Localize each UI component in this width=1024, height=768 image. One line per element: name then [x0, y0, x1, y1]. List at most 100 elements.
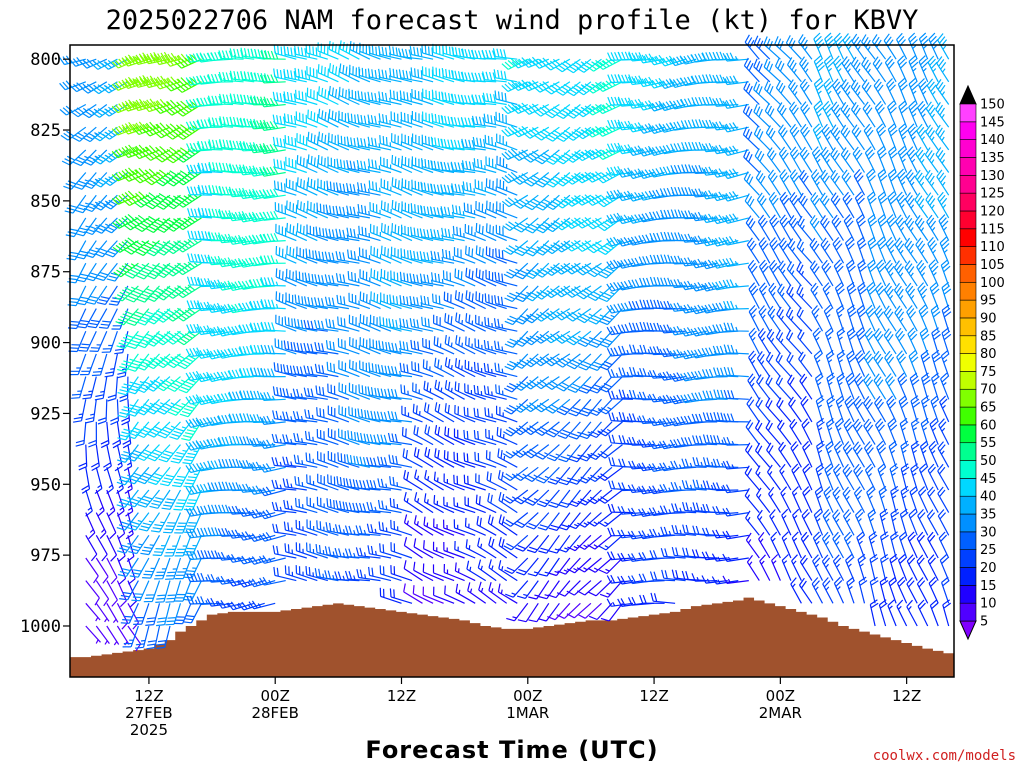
wind-barb	[889, 463, 899, 491]
wind-barb	[259, 143, 286, 155]
wind-barb	[136, 353, 160, 371]
wind-barb	[690, 211, 718, 222]
wind-barb	[229, 48, 255, 60]
wind-barb	[292, 410, 318, 423]
wind-barb	[136, 308, 160, 326]
wind-barb	[197, 230, 223, 242]
wind-barb	[606, 598, 634, 607]
wind-barb	[239, 94, 265, 106]
wind-barb	[465, 267, 486, 287]
wind-barb	[259, 233, 286, 243]
wind-barb	[843, 214, 855, 241]
wind-barb	[790, 441, 802, 468]
wind-barb	[577, 330, 602, 348]
wind-barb	[930, 395, 940, 423]
wind-barb	[585, 126, 613, 138]
wind-barb	[799, 577, 813, 604]
wind-barb	[473, 361, 497, 378]
wind-barb	[410, 203, 434, 219]
wind-barb	[712, 345, 739, 355]
wind-barb	[842, 463, 855, 491]
wind-barb	[639, 367, 665, 378]
wind-barb	[496, 201, 518, 219]
wind-barb	[106, 535, 118, 562]
wind-barb	[765, 397, 781, 423]
wind-barb	[399, 318, 423, 332]
colorbar-max-arrow	[959, 84, 977, 105]
wind-barb	[355, 547, 381, 559]
wind-barb	[558, 444, 581, 463]
wind-barb	[679, 349, 707, 360]
wind-barb	[444, 403, 465, 423]
wind-barb	[473, 158, 497, 174]
wind-barb	[842, 486, 855, 513]
wind-barb	[294, 45, 318, 60]
wind-barb	[100, 421, 110, 449]
wind-barb	[111, 122, 139, 136]
wind-barb	[164, 535, 182, 557]
wind-barb	[196, 325, 223, 336]
wind-barb	[831, 101, 845, 128]
wind-barb	[126, 376, 150, 395]
wind-barb	[368, 158, 392, 174]
wind-barb	[124, 262, 150, 279]
wind-barb	[755, 170, 771, 196]
wind-barb	[856, 236, 867, 264]
colorbar-swatch	[959, 406, 977, 426]
wind-barb	[842, 33, 855, 60]
wind-barb	[535, 194, 560, 211]
wind-barb	[908, 55, 919, 83]
wind-barb	[917, 599, 929, 627]
wind-barb	[820, 146, 834, 173]
wind-barb	[165, 307, 192, 322]
wind-barb	[454, 381, 476, 400]
wind-barb	[102, 126, 129, 140]
wind-barb	[660, 548, 686, 559]
wind-barb	[403, 491, 423, 514]
wind-barb	[862, 101, 876, 128]
wind-barb	[669, 394, 697, 405]
wind-barb	[659, 505, 686, 515]
wind-barb	[691, 164, 718, 174]
wind-barb	[821, 554, 834, 581]
wind-barb	[138, 512, 160, 532]
wind-barb	[722, 213, 749, 224]
wind-barb	[316, 407, 339, 423]
wind-barb	[545, 126, 571, 142]
wind-barb	[430, 250, 455, 264]
wind-barb	[380, 200, 402, 219]
wind-barb	[779, 191, 792, 219]
wind-barb	[238, 165, 265, 176]
wind-barb	[606, 574, 634, 584]
wind-barb	[296, 133, 318, 151]
wind-barb	[67, 308, 87, 330]
wind-barb	[883, 305, 897, 332]
wind-barb	[523, 172, 550, 187]
wind-barb	[183, 467, 203, 488]
wind-barb	[524, 308, 550, 324]
wind-barb	[857, 553, 867, 581]
wind-barb	[455, 335, 476, 355]
wind-barb	[314, 274, 339, 287]
wind-barb	[639, 277, 665, 287]
wind-barb	[711, 529, 739, 539]
wind-barb	[474, 179, 497, 196]
wind-barb	[890, 508, 900, 536]
wind-barb	[809, 260, 823, 287]
wind-barb	[862, 396, 876, 423]
wind-barb	[122, 98, 150, 112]
wind-barb	[473, 407, 497, 423]
wind-barb	[578, 444, 602, 462]
wind-barb	[898, 100, 909, 128]
wind-barb	[185, 440, 213, 451]
wind-barb	[588, 308, 613, 325]
wind-barb	[307, 131, 329, 151]
wind-barb	[840, 79, 855, 105]
wind-barb	[578, 466, 602, 484]
wind-barb	[513, 489, 539, 505]
wind-barb	[789, 146, 802, 173]
wind-barb	[617, 51, 644, 61]
wind-barb	[711, 237, 739, 247]
wind-barb	[357, 114, 381, 128]
wind-barb	[711, 302, 739, 312]
